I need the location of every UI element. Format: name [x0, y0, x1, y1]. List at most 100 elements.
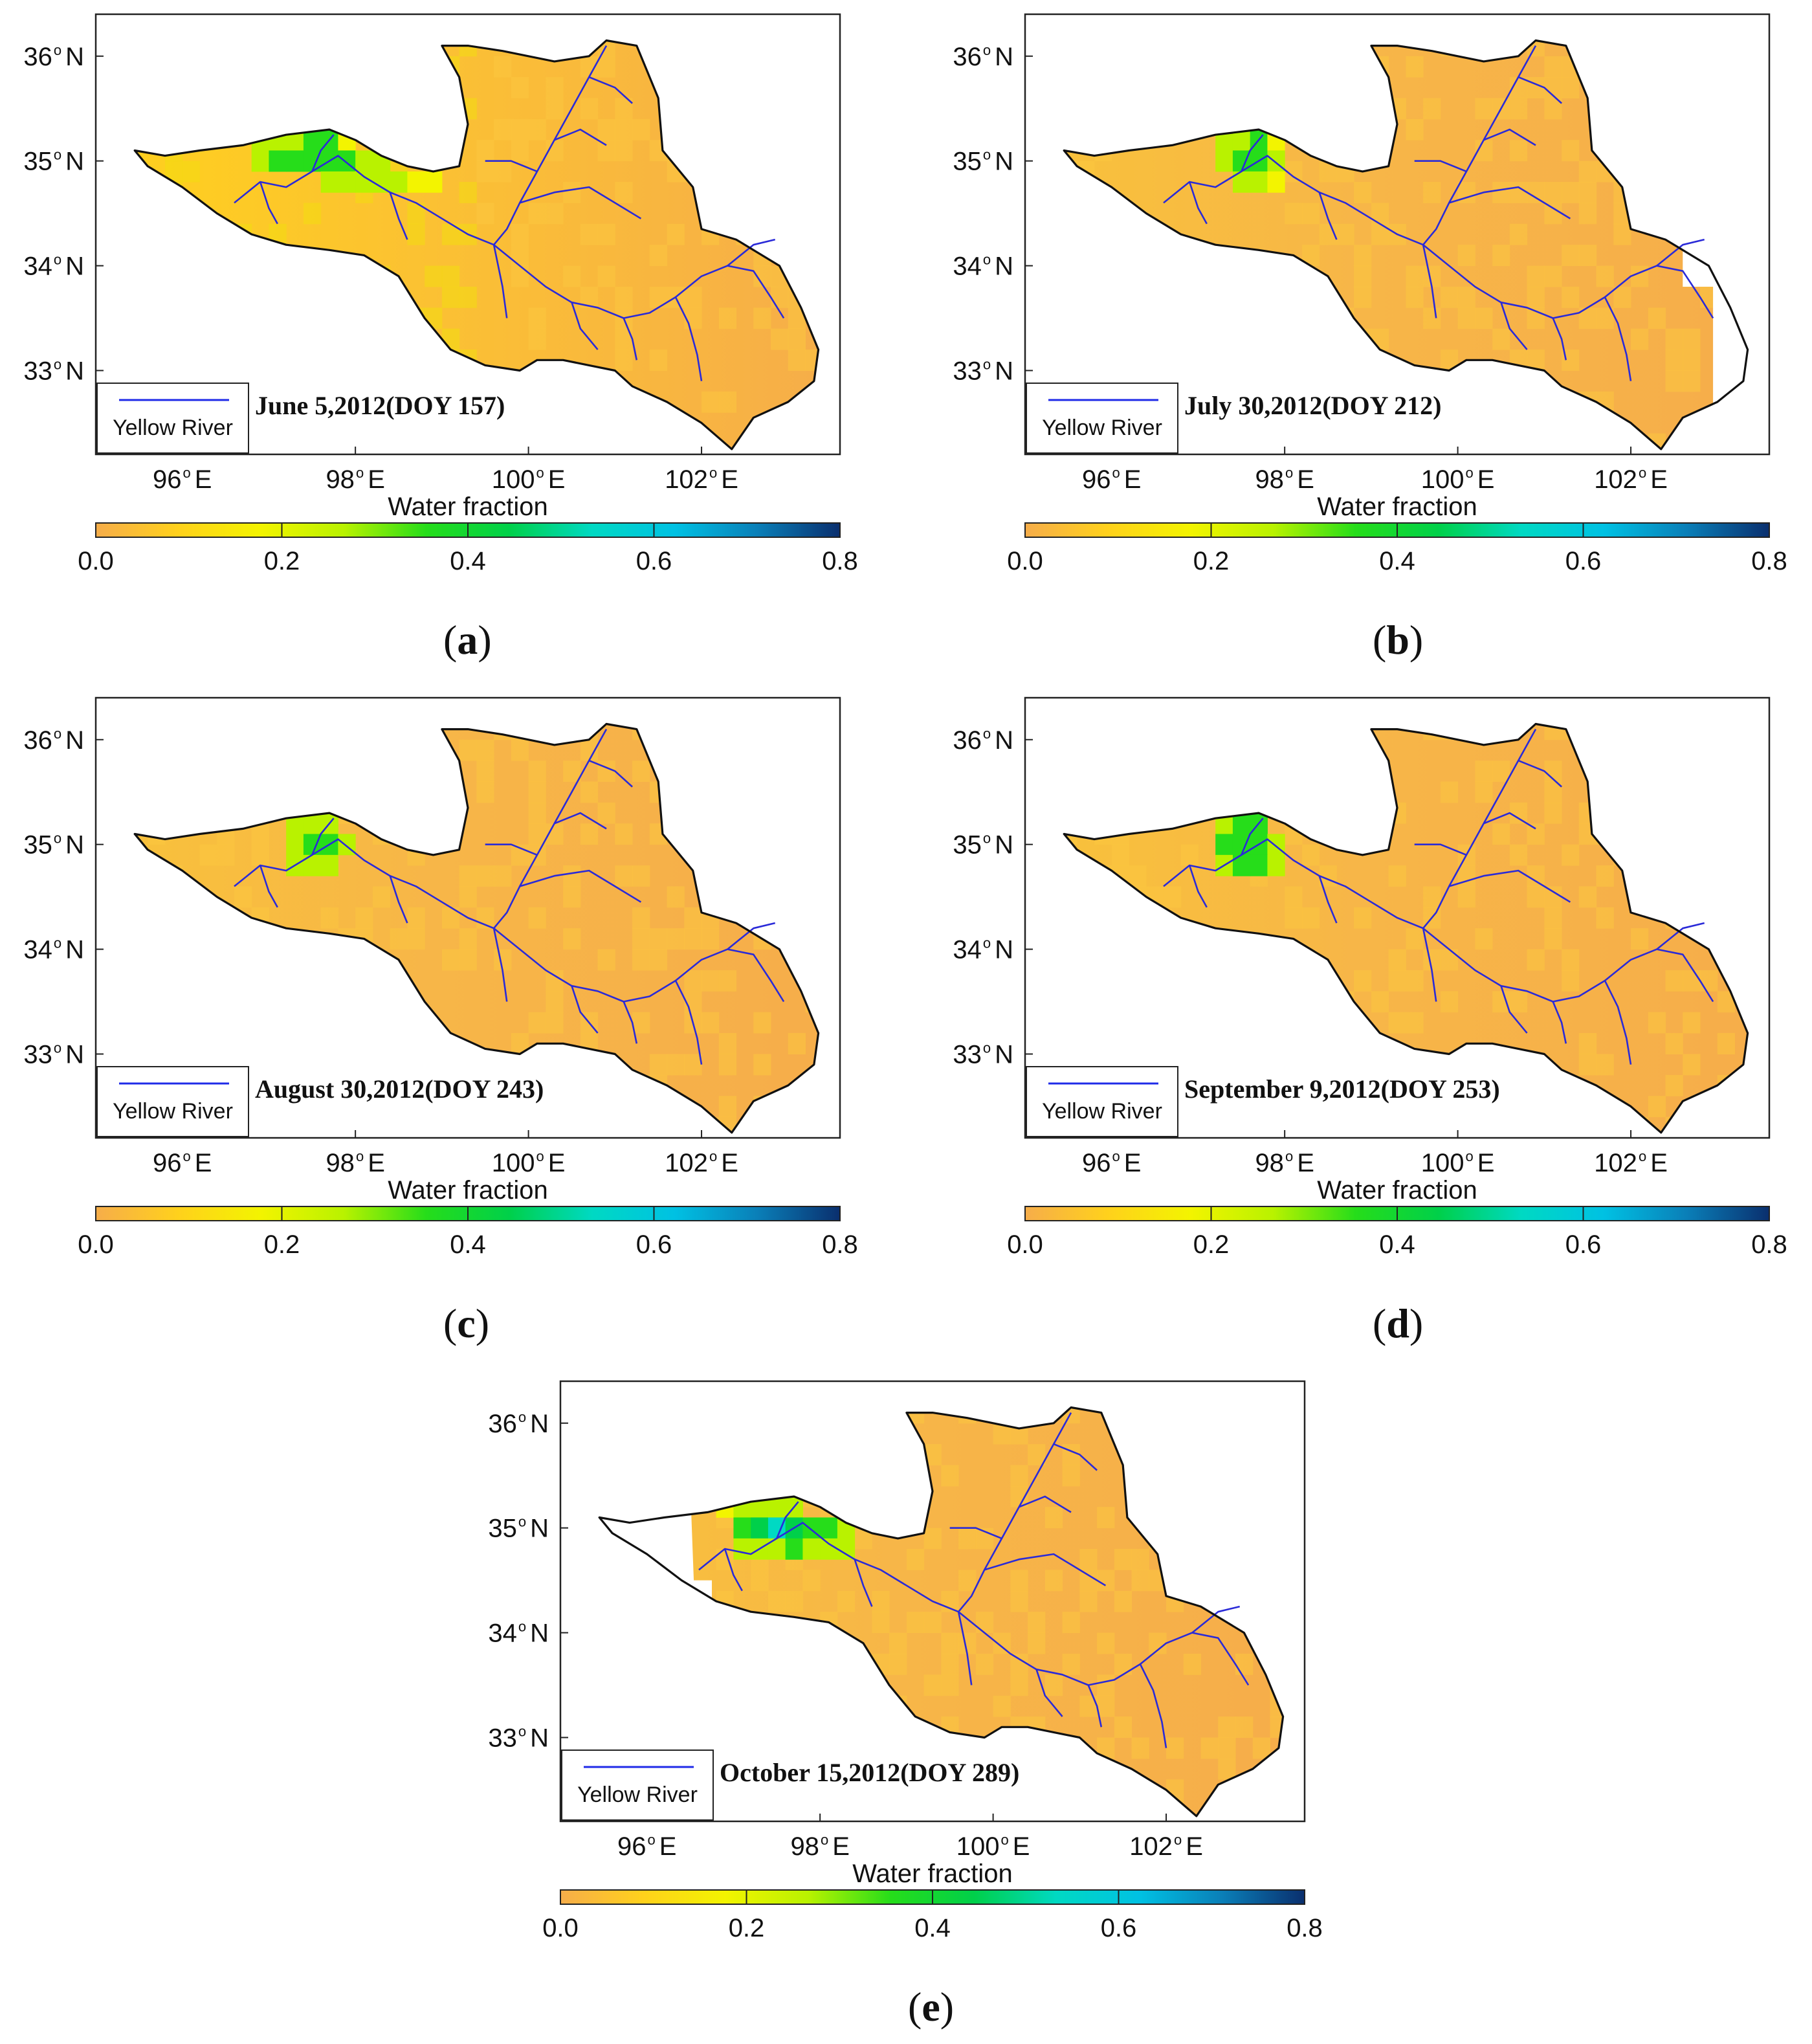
lon-tick-label: 102o E: [1129, 1832, 1203, 1861]
water-pixel: [1267, 171, 1285, 193]
map-figure-a: 36o N 35o N 34o N 33o N 96o E 98o E 100o E 102o E Yellow…: [23, 13, 858, 663]
basin-boundary: [1063, 39, 1749, 450]
colorbar-tick-label: 0.8: [1751, 1230, 1787, 1259]
lon-tick-label: 98o E: [1255, 1148, 1314, 1177]
colorbar-tick-label: 0.0: [542, 1914, 579, 1942]
lon-tick-label: 100o E: [492, 465, 566, 494]
colorbar-title: Water fraction: [1317, 493, 1477, 521]
colorbar-title: Water fraction: [388, 493, 547, 521]
map-panel-d: 36o N 35o N 34o N 33o N 96o E 98o E 100o E 102o E Yellow…: [929, 683, 1812, 1357]
colorbar-tick-label: 0.6: [1101, 1914, 1137, 1942]
colorbar-title: Water fraction: [852, 1860, 1012, 1888]
colorbar-tick-label: 0.4: [450, 1230, 486, 1259]
water-pixel: [785, 1538, 803, 1560]
lat-tick-label: 33o N: [23, 1039, 84, 1069]
map-panel-c: 36o N 35o N 34o N 33o N 96o E 98o E 100o E 102o E Yellow…: [0, 683, 883, 1357]
date-label: September 9,2012(DOY 253): [1184, 1074, 1500, 1104]
panel-letter: (e): [908, 1984, 954, 2030]
colorbar-tick-label: 0.0: [78, 547, 114, 575]
yellow-river-network: [1163, 728, 1714, 1065]
map-panel-e: 36o N 35o N 34o N 33o N 96o E 98o E 100o E 102o E Yellow…: [465, 1367, 1347, 2040]
water-pixel: [1267, 854, 1285, 876]
lat-tick-label: 34o N: [23, 252, 84, 281]
colorbar-tick-label: 0.4: [1379, 547, 1415, 575]
lon-tick-label: 100o E: [1421, 1148, 1495, 1177]
lat-tick-label: 35o N: [488, 1514, 549, 1543]
lon-tick-label: 102o E: [1594, 465, 1668, 494]
water-pixel: [1215, 834, 1233, 856]
colorbar-tick-label: 0.4: [914, 1914, 951, 1942]
lat-tick-label: 36o N: [953, 42, 1013, 71]
map-figure-c: 36o N 35o N 34o N 33o N 96o E 98o E 100o E 102o E Yellow…: [23, 696, 858, 1346]
lat-tick-label: 34o N: [488, 1619, 549, 1648]
map-figure-b: 36o N 35o N 34o N 33o N 96o E 98o E 100o E 102o E Yellow…: [953, 13, 1787, 663]
lat-tick-label: 36o N: [953, 726, 1013, 755]
lat-tick-label: 34o N: [953, 252, 1013, 281]
map-legend: Yellow River: [1026, 1066, 1178, 1137]
map-legend: Yellow River: [96, 1066, 249, 1137]
lon-tick-label: 98o E: [1255, 465, 1314, 494]
colorbar-tick-label: 0.2: [1193, 1230, 1230, 1259]
basin-boundary: [133, 39, 820, 450]
lon-tick-label: 96o E: [617, 1832, 676, 1861]
water-pixel: [1250, 854, 1268, 876]
panel-letter: (d): [1373, 1300, 1423, 1346]
panel-letter: (a): [443, 617, 492, 663]
colorbar-title: Water fraction: [388, 1176, 547, 1205]
lat-tick-label: 35o N: [23, 147, 84, 176]
legend-label: Yellow River: [113, 416, 233, 440]
colorbar-tick-label: 0.2: [264, 1230, 300, 1259]
date-label: July 30,2012(DOY 212): [1184, 391, 1441, 420]
water-pixel: [390, 171, 408, 193]
lon-tick-label: 100o E: [492, 1148, 566, 1177]
water-pixel: [286, 834, 304, 856]
panel-letter: (c): [443, 1300, 489, 1346]
colorbar-tick-label: 0.6: [636, 1230, 672, 1259]
water-pixel: [372, 171, 391, 193]
legend-label: Yellow River: [1042, 416, 1162, 440]
lon-tick-label: 102o E: [665, 1148, 738, 1177]
lon-tick-label: 98o E: [326, 465, 384, 494]
water-pixel: [355, 150, 373, 172]
lon-tick-label: 102o E: [1594, 1148, 1668, 1177]
yellow-river-network: [234, 45, 785, 381]
basin-boundary: [598, 1406, 1285, 1817]
water-pixel: [269, 150, 287, 172]
lon-tick-label: 96o E: [153, 465, 212, 494]
panel-letter: (b): [1373, 617, 1423, 663]
yellow-river-network: [1163, 45, 1714, 381]
colorbar-tick-label: 0.2: [729, 1914, 765, 1942]
map-panel-a: 36o N 35o N 34o N 33o N 96o E 98o E 100o E 102o E Yellow…: [0, 0, 883, 673]
colorbar-tick-label: 0.2: [1193, 547, 1230, 575]
lat-tick-label: 33o N: [23, 356, 84, 385]
water-pixel: [820, 1538, 838, 1560]
legend-label: Yellow River: [113, 1099, 233, 1124]
lat-tick-label: 35o N: [953, 147, 1013, 176]
map-figure-e: 36o N 35o N 34o N 33o N 96o E 98o E 100o E 102o E Yellow…: [488, 1380, 1323, 2030]
lat-tick-label: 33o N: [488, 1723, 549, 1752]
lon-tick-label: 96o E: [1082, 465, 1141, 494]
lon-tick-label: 100o E: [956, 1832, 1030, 1861]
yellow-river-network: [698, 1412, 1250, 1748]
lon-tick-label: 100o E: [1421, 465, 1495, 494]
water-pixel: [320, 854, 338, 876]
lat-tick-label: 35o N: [23, 830, 84, 860]
colorbar-tick-label: 0.8: [822, 547, 858, 575]
colorbar-tick-label: 0.4: [1379, 1230, 1415, 1259]
lat-tick-label: 35o N: [953, 830, 1013, 860]
colorbar-title: Water fraction: [1317, 1176, 1477, 1205]
colorbar-tick-label: 0.8: [1751, 547, 1787, 575]
water-pixel: [338, 171, 356, 193]
water-pixel: [1250, 171, 1268, 193]
water-pixel: [286, 150, 304, 172]
lon-tick-label: 96o E: [153, 1148, 212, 1177]
colorbar-tick-label: 0.8: [822, 1230, 858, 1259]
lat-tick-label: 36o N: [488, 1409, 549, 1438]
legend-label: Yellow River: [577, 1783, 698, 1807]
colorbar-tick-label: 0.2: [264, 547, 300, 575]
colorbar-tick-label: 0.6: [1565, 1230, 1602, 1259]
colorbar-tick-label: 0.0: [1007, 1230, 1043, 1259]
water-pixel: [733, 1517, 751, 1539]
lon-tick-label: 102o E: [665, 465, 738, 494]
water-pixel: [407, 171, 425, 193]
